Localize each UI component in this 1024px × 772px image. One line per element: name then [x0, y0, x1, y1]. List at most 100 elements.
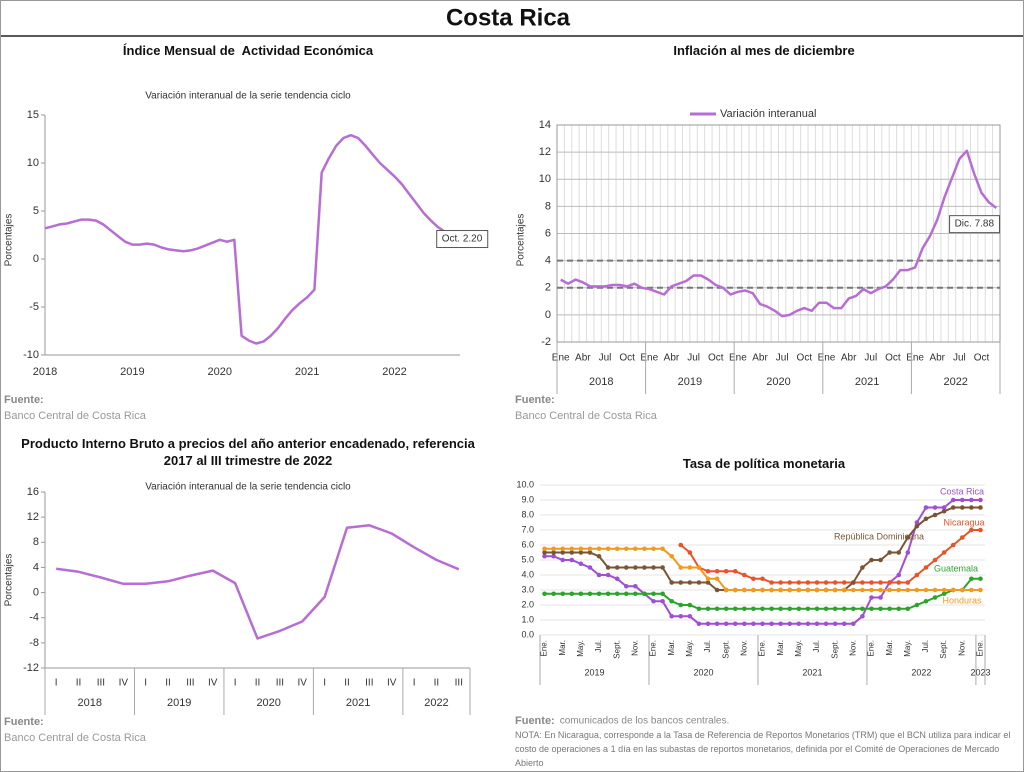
data-point: [860, 606, 865, 612]
data-point: [905, 535, 911, 540]
data-point: [869, 595, 874, 600]
data-point: [642, 546, 647, 552]
x-tick-label: Ene.: [867, 640, 876, 656]
data-point: [796, 606, 802, 612]
data-point: [633, 565, 638, 570]
chart-title: Índice Mensual de Actividad Económica: [122, 43, 374, 58]
x-tick-label: Jul.: [921, 640, 930, 652]
data-point: [687, 602, 693, 608]
x-tick-label: II: [255, 678, 261, 689]
data-point: [878, 587, 883, 593]
y-tick-label: 4: [33, 561, 39, 573]
data-line: [560, 149, 998, 318]
x-tick-label: May.: [903, 640, 912, 657]
data-point: [751, 587, 756, 593]
x-tick-label: Ene.: [649, 640, 658, 656]
x-tick-label: May.: [685, 640, 694, 657]
data-point: [542, 591, 547, 597]
data-point: [732, 621, 738, 627]
data-point: [914, 572, 920, 578]
data-point: [732, 568, 738, 574]
data-point: [932, 587, 938, 593]
y-tick-label: 10: [27, 157, 39, 169]
data-point: [587, 565, 593, 570]
y-tick-label: 5.0: [521, 554, 534, 564]
data-point: [869, 606, 874, 612]
source: Banco Central de Costa Rica: [515, 410, 658, 422]
y-tick-label: 8.0: [521, 509, 534, 519]
group-label: 2023: [970, 667, 990, 677]
data-point: [732, 606, 738, 612]
data-point: [969, 527, 974, 533]
data-point: [742, 621, 747, 627]
data-point: [751, 606, 756, 612]
data-point: [887, 587, 892, 593]
y-tick-label: 0.0: [521, 629, 534, 639]
x-tick-label: Oct: [974, 353, 990, 364]
data-point: [932, 505, 938, 510]
data-point: [542, 553, 547, 559]
data-point: [805, 621, 811, 627]
x-tick-label: 2022: [382, 366, 406, 378]
data-point: [778, 587, 783, 593]
x-tick-label: 2018: [33, 366, 57, 378]
data-point: [941, 505, 947, 510]
data-point: [551, 553, 556, 559]
data-point: [660, 591, 665, 597]
x-tick-label: Nov.: [957, 640, 966, 656]
data-point: [878, 595, 883, 600]
x-tick-label: III: [276, 678, 284, 689]
data-point: [751, 576, 756, 582]
data-point: [814, 587, 820, 593]
x-tick-label: Sept.: [939, 640, 948, 659]
data-point: [696, 565, 702, 570]
data-point: [669, 613, 674, 619]
x-tick-label: May.: [794, 640, 803, 657]
data-point: [578, 550, 584, 555]
data-point: [841, 587, 847, 593]
group-label: 2020: [256, 697, 280, 709]
group-label: 2019: [584, 667, 604, 677]
chart-title: Tasa de política monetaria: [682, 456, 846, 471]
y-axis-label: Porcentajes: [4, 554, 15, 607]
x-tick-label: May.: [576, 640, 585, 657]
group-label: 2021: [802, 667, 822, 677]
data-point: [860, 565, 865, 570]
y-tick-label: 14: [539, 119, 551, 131]
x-tick-label: I: [323, 678, 326, 689]
data-point: [587, 546, 593, 552]
data-point: [769, 621, 774, 627]
plot-border: [556, 124, 1001, 343]
y-tick-label: -4: [29, 612, 39, 624]
data-point: [814, 580, 820, 585]
source: Banco Central de Costa Rica: [4, 732, 147, 744]
data-point: [623, 583, 629, 589]
data-line: [680, 529, 981, 584]
x-tick-label: 2020: [207, 366, 231, 378]
data-point: [687, 565, 693, 570]
y-tick-label: 0: [33, 586, 39, 598]
data-point: [614, 546, 620, 552]
data-point: [914, 520, 920, 525]
data-point: [633, 591, 638, 597]
x-tick-label: II: [344, 678, 350, 689]
data-point: [714, 606, 720, 612]
annotation: Dic. 7.88: [955, 219, 995, 230]
data-point: [696, 580, 702, 585]
source-label: Fuente:: [515, 715, 555, 727]
data-point: [742, 572, 747, 578]
data-point: [932, 557, 938, 563]
data-point: [932, 595, 938, 600]
data-point: [969, 576, 974, 582]
y-tick-label: 2: [545, 282, 551, 294]
data-point: [596, 591, 602, 597]
series-label: Guatemala: [934, 563, 978, 573]
group-label: 2019: [167, 697, 191, 709]
group-label: 2020: [693, 667, 713, 677]
x-tick-label: II: [434, 678, 440, 689]
annotation-box: [949, 215, 1000, 234]
x-tick-label: Nov.: [630, 640, 639, 656]
x-tick-label: II: [76, 678, 82, 689]
y-tick-label: 12: [27, 511, 39, 523]
